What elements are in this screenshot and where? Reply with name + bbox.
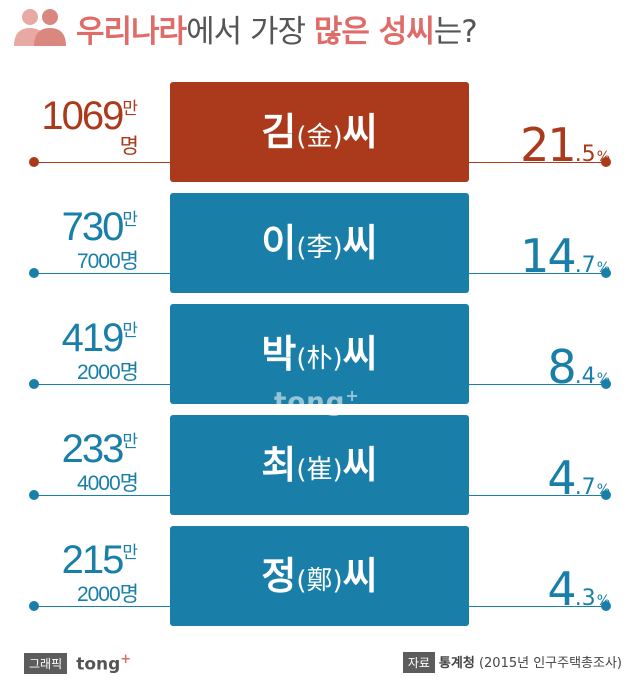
title-part-3: 많은 성씨 bbox=[314, 14, 434, 50]
pct-dec: .5 bbox=[575, 142, 596, 167]
title-part-2: 에서 가장 bbox=[186, 14, 314, 50]
population-count: 1069만 명 bbox=[20, 94, 138, 160]
credit: 그래픽 tong+ bbox=[24, 652, 131, 675]
surname-label: 박(朴)씨 bbox=[170, 334, 469, 379]
pct-sign: % bbox=[597, 482, 610, 498]
pct-sign: % bbox=[597, 593, 610, 609]
count-main: 419 bbox=[62, 316, 123, 360]
surname: 정 bbox=[261, 554, 296, 598]
title-part-1: 우리나라 bbox=[76, 14, 186, 50]
surname-suffix: 씨 bbox=[343, 332, 378, 376]
percentage: 8.4% bbox=[547, 340, 610, 394]
count-unit: 만 bbox=[122, 432, 138, 451]
count-unit: 만 bbox=[122, 99, 138, 118]
surname-suffix: 씨 bbox=[343, 443, 378, 487]
surname-label: 최(崔)씨 bbox=[170, 445, 469, 490]
surname-suffix: 씨 bbox=[343, 110, 378, 154]
surname-label: 이(李)씨 bbox=[170, 223, 469, 268]
table-row: 1069만 명 김(金)씨 21.5% bbox=[0, 86, 640, 186]
surname: 이 bbox=[261, 221, 296, 265]
surname-hanja: (崔) bbox=[296, 455, 342, 485]
population-count: 419만 2000명 bbox=[20, 316, 138, 386]
surname-hanja: (金) bbox=[296, 122, 342, 152]
population-count: 215만 2000명 bbox=[20, 538, 138, 608]
surname-label: 김(金)씨 bbox=[170, 112, 469, 157]
population-count: 730만 7000명 bbox=[20, 205, 138, 275]
percentage: 14.7% bbox=[520, 229, 610, 283]
count-unit: 만 bbox=[122, 321, 138, 340]
surname: 김 bbox=[261, 110, 296, 154]
surname: 박 bbox=[261, 332, 296, 376]
surname-suffix: 씨 bbox=[343, 554, 378, 598]
pct-dec: .7 bbox=[575, 253, 596, 278]
brand-logo: tong+ bbox=[76, 652, 131, 675]
credit-badge: 그래픽 bbox=[24, 653, 67, 674]
percentage: 4.3% bbox=[547, 562, 610, 616]
watermark-sup: + bbox=[345, 386, 359, 405]
source: 자료 통계청 (2015년 인구주택총조사) bbox=[403, 652, 622, 673]
surname-hanja: (朴) bbox=[296, 344, 342, 374]
brand-sup: + bbox=[120, 652, 131, 667]
surname-box: 김(金)씨 bbox=[170, 82, 469, 182]
population-count: 233만 4000명 bbox=[20, 427, 138, 497]
table-row: 215만 2000명 정(鄭)씨 4.3% bbox=[0, 530, 640, 630]
percentage: 4.7% bbox=[547, 451, 610, 505]
watermark: tong+ bbox=[274, 386, 360, 418]
brand-name: tong bbox=[76, 655, 120, 675]
pct-dec: .3 bbox=[575, 586, 596, 611]
table-row: 730만 7000명 이(李)씨 14.7% bbox=[0, 197, 640, 297]
pct-dec: .7 bbox=[575, 475, 596, 500]
count-rest: 2000명 bbox=[20, 582, 138, 608]
title-part-4: 는? bbox=[434, 14, 477, 50]
pct-dec: .4 bbox=[575, 364, 596, 389]
count-rest: 4000명 bbox=[20, 471, 138, 497]
pct-int: 4 bbox=[547, 562, 574, 616]
table-row: 233만 4000명 최(崔)씨 4.7% bbox=[0, 419, 640, 519]
watermark-text: tong bbox=[274, 388, 345, 418]
surname: 최 bbox=[261, 443, 296, 487]
surname-box: 이(李)씨 bbox=[170, 193, 469, 293]
source-name: 통계청 bbox=[439, 656, 475, 671]
surname-label: 정(鄭)씨 bbox=[170, 556, 469, 601]
surname-box: 최(崔)씨 bbox=[170, 415, 469, 515]
count-main: 215 bbox=[62, 538, 123, 582]
count-main: 1069 bbox=[41, 94, 122, 138]
surname-box: 정(鄭)씨 bbox=[170, 526, 469, 626]
source-note: (2015년 인구주택총조사) bbox=[479, 656, 622, 671]
count-unit: 만 bbox=[122, 210, 138, 229]
pct-int: 4 bbox=[547, 451, 574, 505]
page-title: 우리나라에서 가장 많은 성씨는? bbox=[76, 6, 477, 51]
source-badge: 자료 bbox=[403, 652, 435, 673]
count-unit: 만 bbox=[122, 543, 138, 562]
surname-hanja: (李) bbox=[296, 233, 342, 263]
surname-hanja: (鄭) bbox=[296, 566, 342, 596]
pct-sign: % bbox=[597, 149, 610, 165]
count-rest: 7000명 bbox=[20, 249, 138, 275]
pct-sign: % bbox=[597, 260, 610, 276]
count-main: 233 bbox=[62, 427, 123, 471]
pct-sign: % bbox=[597, 371, 610, 387]
surname-suffix: 씨 bbox=[343, 221, 378, 265]
pct-int: 8 bbox=[547, 340, 574, 394]
count-main: 730 bbox=[62, 205, 123, 249]
percentage: 21.5% bbox=[520, 118, 610, 172]
people-icon bbox=[12, 6, 68, 46]
pct-int: 21 bbox=[520, 118, 575, 172]
count-rest: 2000명 bbox=[20, 360, 138, 386]
pct-int: 14 bbox=[520, 229, 575, 283]
header: 우리나라에서 가장 많은 성씨는? bbox=[0, 0, 640, 60]
